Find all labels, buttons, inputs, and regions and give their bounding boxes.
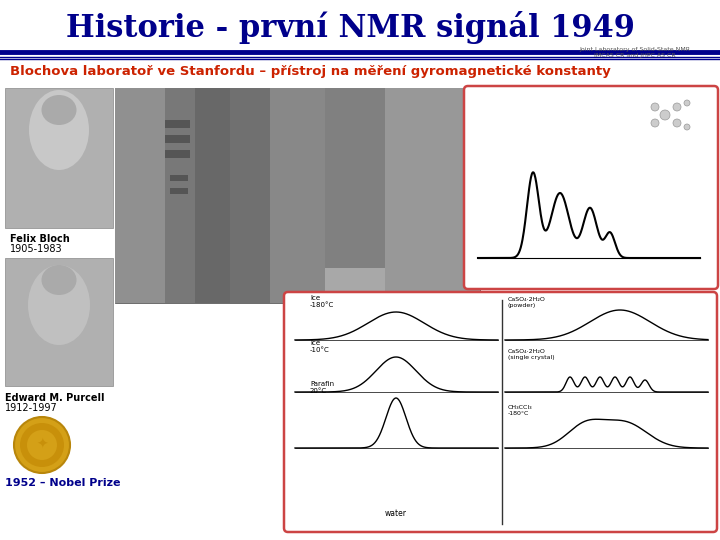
Text: water: water bbox=[385, 509, 407, 518]
Text: Parafin
20°C: Parafin 20°C bbox=[310, 381, 334, 394]
Text: Edward M. Purcell: Edward M. Purcell bbox=[5, 393, 104, 403]
Bar bbox=[5, 88, 113, 228]
FancyBboxPatch shape bbox=[284, 292, 717, 532]
Bar bbox=[165, 150, 190, 158]
FancyBboxPatch shape bbox=[464, 86, 718, 289]
Circle shape bbox=[20, 423, 64, 467]
Circle shape bbox=[684, 124, 690, 130]
Bar bbox=[115, 88, 480, 303]
Circle shape bbox=[660, 110, 670, 120]
Bar bbox=[170, 188, 188, 194]
Ellipse shape bbox=[29, 90, 89, 170]
Circle shape bbox=[673, 119, 681, 127]
Circle shape bbox=[651, 103, 659, 111]
Text: CaSO₄·2H₂O
(single crystal): CaSO₄·2H₂O (single crystal) bbox=[508, 349, 554, 360]
Circle shape bbox=[673, 103, 681, 111]
Ellipse shape bbox=[42, 265, 76, 295]
Bar bbox=[5, 258, 113, 386]
Circle shape bbox=[14, 417, 70, 473]
Bar bbox=[385, 88, 480, 303]
Bar bbox=[195, 88, 230, 303]
Text: 1952 – Nobel Prize: 1952 – Nobel Prize bbox=[5, 478, 120, 488]
Circle shape bbox=[27, 430, 57, 460]
Text: CH₃CCl₃
-180°C: CH₃CCl₃ -180°C bbox=[508, 405, 533, 416]
Ellipse shape bbox=[28, 265, 90, 345]
Ellipse shape bbox=[42, 95, 76, 125]
Text: Felix Bloch: Felix Bloch bbox=[10, 234, 70, 244]
Text: CaSO₄·2H₂O
(powder): CaSO₄·2H₂O (powder) bbox=[508, 297, 546, 308]
Text: ✦: ✦ bbox=[36, 438, 48, 452]
Text: Joint Laboratory of Solid-State NMR: Joint Laboratory of Solid-State NMR bbox=[580, 48, 690, 52]
Circle shape bbox=[684, 100, 690, 106]
Bar bbox=[270, 88, 325, 303]
Text: IMCAS CR and JHPC AS CR: IMCAS CR and JHPC AS CR bbox=[594, 53, 676, 58]
Bar bbox=[165, 88, 195, 303]
Text: 1912-1997: 1912-1997 bbox=[5, 403, 58, 413]
Bar bbox=[230, 88, 270, 303]
Bar bbox=[325, 88, 385, 268]
Bar bbox=[115, 88, 165, 303]
Text: 1905-1983: 1905-1983 bbox=[10, 244, 63, 254]
Bar bbox=[165, 120, 190, 128]
Circle shape bbox=[651, 119, 659, 127]
Text: Historie - první NMR signál 1949: Historie - první NMR signál 1949 bbox=[66, 11, 634, 44]
Text: Ice
-10°C: Ice -10°C bbox=[310, 340, 330, 353]
Text: Blochova laboratoř ve Stanfordu – přístroj na měření gyromagnetické konstanty: Blochova laboratoř ve Stanfordu – přístr… bbox=[10, 65, 611, 78]
Bar bbox=[170, 175, 188, 181]
Bar bbox=[165, 135, 190, 143]
Text: Ice
-180°C: Ice -180°C bbox=[310, 295, 334, 308]
